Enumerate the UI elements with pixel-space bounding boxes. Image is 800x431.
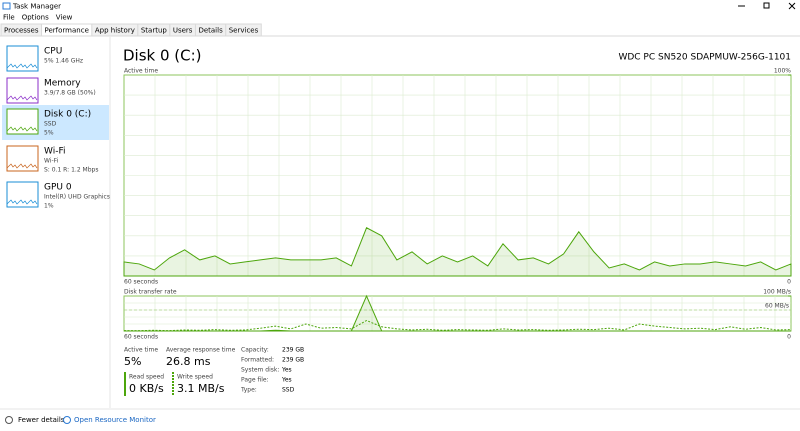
thumbnail-line [6, 63, 38, 69]
thumbnail [6, 45, 39, 72]
sidebar-item[interactable]: Disk 0 (C:)SSD 5% [2, 105, 109, 140]
data-line [124, 294, 791, 332]
menu-bar: File Options View [3, 14, 73, 22]
tab-label: App history [95, 27, 135, 35]
item-detail: 1% [44, 203, 54, 210]
item-detail: Intel(R) UHD Graphics [44, 194, 110, 201]
graph-label: Disk transfer rate [124, 289, 177, 296]
item-name: GPU 0 [44, 183, 72, 193]
graph-frame [123, 295, 792, 332]
item-detail: 3.9/7.8 GB (50%) [44, 90, 96, 97]
item-name: Wi-Fi [44, 147, 65, 157]
time-end: 0 [787, 334, 791, 341]
fewer-details[interactable]: Fewer details [18, 416, 65, 424]
open-resource-monitor[interactable]: Open Resource Monitor [74, 416, 156, 424]
item-name: Disk 0 (C:) [44, 110, 91, 120]
fewer-icon[interactable] [5, 416, 13, 424]
data-line [123, 227, 792, 277]
item-detail: SSD [44, 121, 57, 128]
tab[interactable]: Startup [137, 23, 171, 37]
time-start: 60 seconds [124, 279, 158, 286]
item-detail: 5% [44, 130, 54, 137]
app-icon [2, 2, 11, 10]
disk-title: Disk 0 (C:) [123, 47, 202, 65]
property-value: Yes [281, 367, 292, 374]
graph-max: 100% [774, 68, 791, 75]
tab-label: Processes [4, 27, 39, 35]
tab[interactable]: Processes [0, 23, 43, 37]
disk-model: WDC PC SN520 SDAPMUW-256G-1101 [618, 53, 791, 63]
thumbnail-line [6, 126, 38, 132]
tab-bar: Processes Performance App history Startup Us… [0, 23, 262, 37]
stat-label: Read speed [129, 374, 164, 381]
mid-label: 60 MB/s [765, 303, 789, 310]
tab-label: Users [173, 27, 193, 35]
stat-label: Write speed [177, 374, 213, 381]
stat-value: 26.8 ms [166, 355, 211, 368]
menu-item[interactable]: File [3, 14, 15, 22]
stat-value: 0 KB/s [129, 382, 164, 395]
thumbnail [6, 145, 39, 172]
property-value: 239 GB [282, 357, 304, 364]
tab-label: Services [229, 27, 259, 35]
thumbnail-line [6, 163, 38, 169]
graph-label: Active time [124, 68, 158, 75]
tab-label: Details [198, 27, 223, 35]
property-label: Type: [240, 387, 257, 394]
stat-label: Average response time [166, 347, 236, 354]
time-end: 0 [787, 279, 791, 286]
item-name: Memory [44, 79, 81, 89]
thumbnail-line [6, 95, 38, 101]
menu-item[interactable]: Options [22, 14, 49, 22]
item-detail: Wi-Fi [44, 158, 59, 165]
thumbnail [6, 108, 39, 135]
property-label: Formatted: [241, 357, 274, 364]
menu-item[interactable]: View [56, 14, 73, 22]
property-label: Page file: [241, 377, 269, 384]
thumbnail [6, 181, 39, 208]
property-value: Yes [281, 377, 292, 384]
window-title: Task Manager [12, 3, 61, 11]
active-time-graph [123, 74, 792, 277]
property-value: SSD [282, 387, 295, 394]
tab[interactable]: Users [169, 23, 196, 37]
stat-value: 3.1 MB/s [177, 382, 225, 395]
item-detail: S: 0.1 R: 1.2 Mbps [44, 167, 98, 174]
stat-value: 5% [124, 355, 141, 368]
monitor-icon[interactable] [63, 416, 71, 424]
tab[interactable]: Performance [41, 23, 93, 37]
time-start: 60 seconds [124, 334, 158, 341]
tab[interactable]: App history [91, 23, 139, 37]
thumbnail-line [6, 199, 38, 205]
maximize[interactable] [763, 2, 770, 9]
tab[interactable]: Services [225, 23, 262, 37]
property-value: 239 GB [282, 347, 304, 354]
property-label: Capacity: [241, 347, 269, 354]
item-name: CPU [44, 47, 62, 57]
item-detail: 5% 1.46 GHz [44, 58, 83, 65]
tab-label: Startup [141, 27, 168, 35]
transfer-graph: 60 MB/s [123, 294, 792, 332]
tab[interactable]: Details [194, 23, 227, 37]
tab-label: Performance [45, 27, 89, 35]
stat-label: Active time [124, 347, 158, 354]
graph-max: 100 MB/s [763, 289, 791, 296]
close[interactable] [788, 2, 796, 10]
thumbnail [6, 77, 39, 104]
property-label: System disk: [241, 367, 279, 374]
